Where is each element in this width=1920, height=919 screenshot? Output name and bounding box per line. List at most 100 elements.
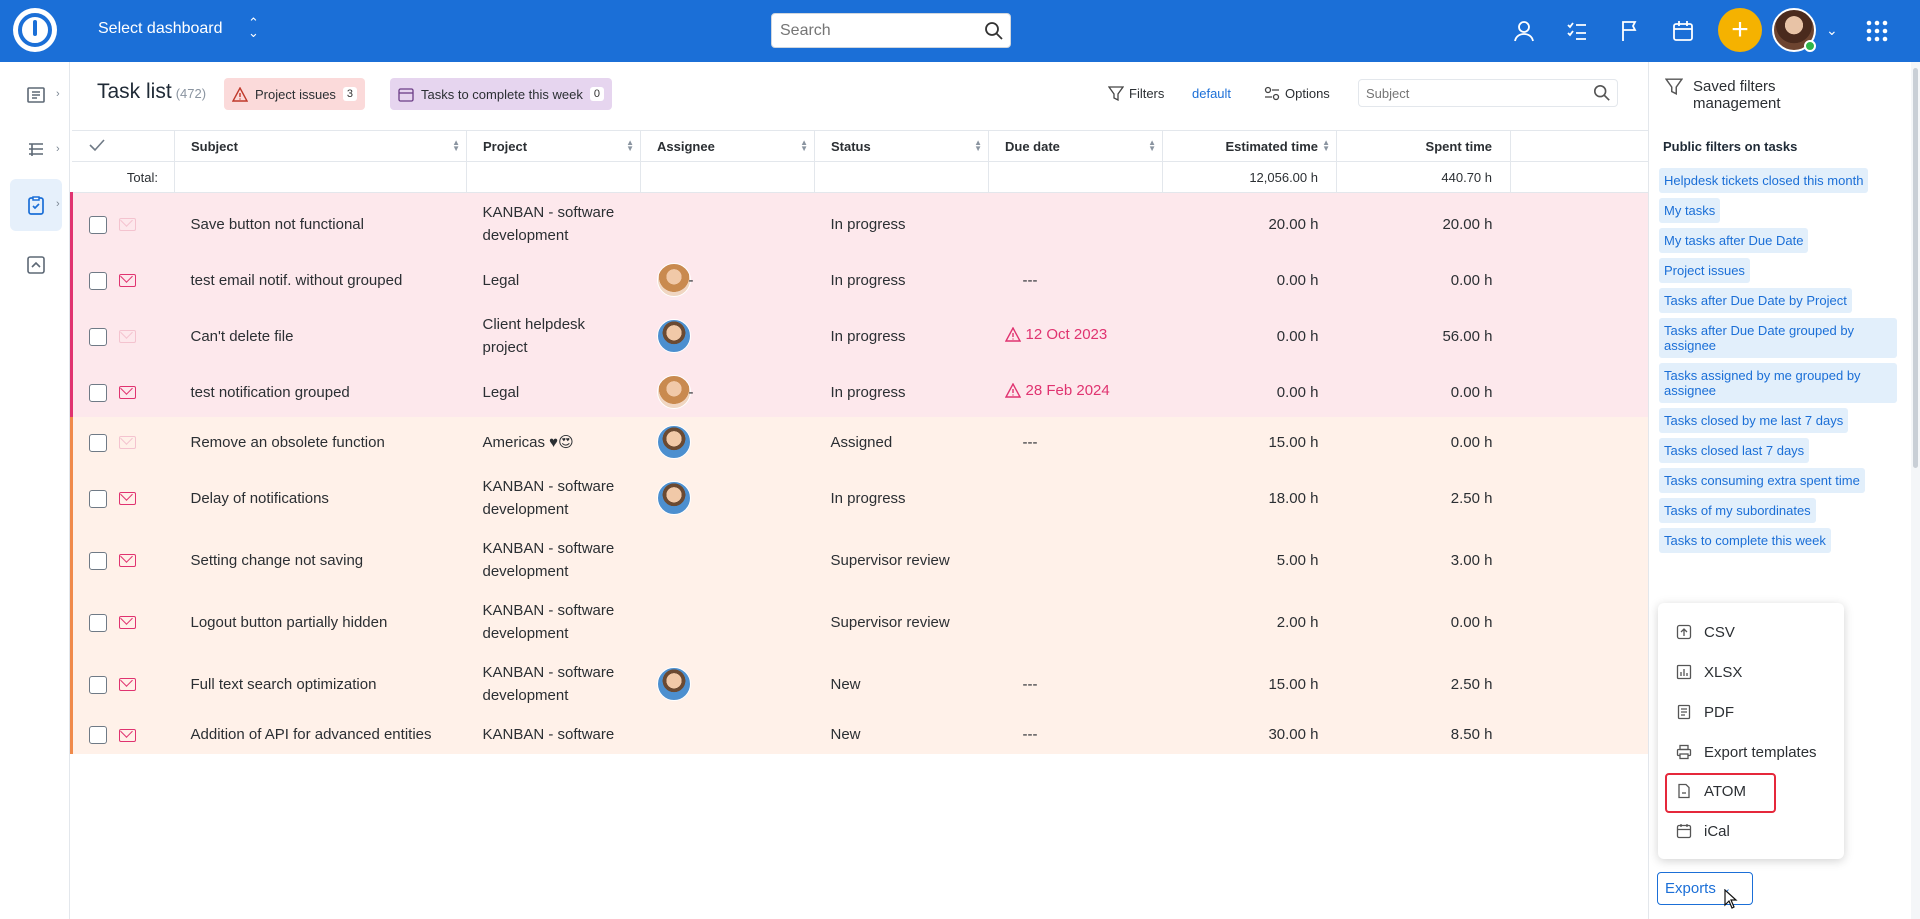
assignee-avatar[interactable] bbox=[656, 263, 691, 297]
status-cell[interactable]: In progress bbox=[830, 383, 906, 401]
user-avatar[interactable] bbox=[1772, 8, 1816, 52]
export-pdf[interactable]: PDF bbox=[1676, 698, 1734, 726]
subject-search-input[interactable] bbox=[1359, 80, 1579, 106]
rail-dashboard[interactable] bbox=[10, 69, 62, 121]
project-cell[interactable]: Legal bbox=[482, 383, 520, 401]
row-checkbox[interactable] bbox=[89, 613, 107, 632]
project-cell[interactable]: Americas ♥😍 bbox=[482, 433, 574, 451]
subject-cell[interactable]: Can't delete file bbox=[190, 327, 294, 345]
subject-cell[interactable]: test notification grouped bbox=[190, 383, 350, 401]
assignee-avatar[interactable] bbox=[656, 481, 691, 515]
mail-icon[interactable] bbox=[119, 492, 136, 506]
table-row[interactable]: Setting change not saving KANBAN - softwa… bbox=[70, 529, 1648, 591]
table-row[interactable]: Remove an obsolete function Americas ♥😍 As… bbox=[70, 417, 1648, 467]
subject-cell[interactable]: Save button not functional bbox=[190, 215, 364, 233]
saved-filter-link[interactable]: Tasks to complete this week bbox=[1659, 528, 1831, 553]
app-logo[interactable] bbox=[13, 8, 57, 52]
project-cell[interactable]: KANBAN - software development bbox=[482, 664, 615, 704]
project-cell[interactable]: KANBAN - software development bbox=[482, 540, 615, 580]
options-button[interactable]: Options bbox=[1264, 86, 1330, 101]
saved-filter-link[interactable]: My tasks bbox=[1659, 198, 1721, 223]
mail-icon[interactable] bbox=[119, 554, 136, 568]
table-row[interactable]: test notification grouped Legal - In progre… bbox=[70, 367, 1648, 417]
saved-filter-link[interactable]: Tasks of my subordinates bbox=[1659, 498, 1816, 523]
saved-filter-link[interactable]: Tasks closed by me last 7 days bbox=[1659, 408, 1849, 433]
updown-chevron-icon[interactable]: ⌃ ⌄ bbox=[248, 15, 259, 40]
export-ical[interactable]: iCal bbox=[1676, 817, 1730, 845]
exports-button[interactable]: Exports ⌄ bbox=[1657, 872, 1753, 905]
table-row[interactable]: Save button not functional KANBAN - softw… bbox=[70, 192, 1648, 255]
status-cell[interactable]: In progress bbox=[830, 271, 906, 289]
saved-filter-link[interactable]: Tasks after Due Date by Project bbox=[1659, 288, 1852, 313]
search-icon[interactable] bbox=[984, 21, 1004, 41]
select-dashboard-button[interactable]: Select dashboard bbox=[98, 20, 223, 37]
row-checkbox[interactable] bbox=[89, 675, 107, 694]
subject-cell[interactable]: Full text search optimization bbox=[190, 675, 377, 693]
status-cell[interactable]: In progress bbox=[830, 215, 906, 233]
chevron-right-icon[interactable]: › bbox=[56, 143, 60, 155]
vertical-scrollbar[interactable] bbox=[1911, 62, 1920, 919]
subject-cell[interactable]: Addition of API for advanced entities bbox=[190, 726, 432, 743]
mail-icon[interactable] bbox=[119, 616, 136, 630]
table-row[interactable]: Full text search optimization KANBAN - so… bbox=[70, 653, 1648, 715]
assignee-avatar[interactable] bbox=[656, 425, 691, 459]
search-icon[interactable] bbox=[1593, 84, 1611, 102]
status-cell[interactable]: In progress bbox=[830, 489, 906, 507]
assignee-avatar[interactable] bbox=[656, 667, 691, 701]
sort-icon[interactable]: ▲ ▼ bbox=[800, 138, 808, 153]
row-checkbox[interactable] bbox=[89, 489, 107, 508]
table-row[interactable]: Can't delete file Client helpdesk project… bbox=[70, 305, 1648, 367]
saved-filter-link[interactable]: My tasks after Due Date bbox=[1659, 228, 1809, 253]
scrollbar-thumb[interactable] bbox=[1913, 68, 1918, 468]
mail-icon[interactable] bbox=[119, 274, 136, 288]
chevron-right-icon[interactable]: › bbox=[56, 88, 60, 100]
saved-filter-link[interactable]: Tasks after Due Date grouped by assignee bbox=[1659, 318, 1897, 358]
rail-collapse-panel[interactable] bbox=[10, 239, 62, 291]
select-all-header[interactable] bbox=[71, 130, 175, 162]
assignee-avatar[interactable] bbox=[656, 375, 691, 409]
saved-filter-link[interactable]: Tasks consuming extra spent time bbox=[1659, 468, 1865, 493]
column-header-spent-time[interactable]: Spent time bbox=[1336, 130, 1511, 162]
mail-icon[interactable] bbox=[119, 728, 136, 742]
global-search[interactable] bbox=[771, 13, 1011, 48]
tasks-this-week-filter[interactable]: Tasks to complete this week 0 bbox=[390, 78, 612, 110]
row-checkbox[interactable] bbox=[89, 327, 107, 346]
row-checkbox[interactable] bbox=[89, 215, 107, 234]
table-row[interactable]: Logout button partially hidden KANBAN - s… bbox=[70, 591, 1648, 653]
row-checkbox[interactable] bbox=[89, 271, 107, 290]
rail-tasks[interactable] bbox=[10, 179, 62, 231]
column-header-estimated-time[interactable]: Estimated time ▲ ▼ bbox=[1162, 130, 1337, 162]
status-cell[interactable]: Assigned bbox=[830, 433, 893, 451]
project-cell[interactable]: KANBAN - software development bbox=[482, 478, 615, 518]
row-checkbox[interactable] bbox=[89, 383, 107, 402]
apps-grid-icon[interactable] bbox=[1862, 16, 1892, 46]
default-query-link[interactable]: default bbox=[1192, 86, 1232, 101]
sort-icon[interactable]: ▲ ▼ bbox=[974, 138, 982, 153]
subject-cell[interactable]: Remove an obsolete function bbox=[190, 433, 385, 451]
status-cell[interactable]: Supervisor review bbox=[830, 613, 950, 631]
column-header-subject[interactable]: Subject ▲ ▼ bbox=[174, 130, 467, 162]
subject-filter[interactable] bbox=[1358, 79, 1618, 107]
project-cell[interactable]: KANBAN - software bbox=[482, 726, 615, 743]
table-row[interactable]: Addition of API for advanced entities KAN… bbox=[70, 715, 1648, 754]
subject-cell[interactable]: Delay of notifications bbox=[190, 489, 329, 507]
saved-filter-link[interactable]: Project issues bbox=[1659, 258, 1750, 283]
check-icon[interactable] bbox=[88, 138, 106, 152]
status-cell[interactable]: Supervisor review bbox=[830, 551, 950, 569]
project-issues-filter[interactable]: Project issues 3 bbox=[224, 78, 366, 110]
filters-button[interactable]: Filters bbox=[1108, 86, 1164, 101]
chevron-right-icon[interactable]: › bbox=[56, 198, 60, 210]
sort-icon[interactable]: ▲ ▼ bbox=[1322, 138, 1330, 153]
sort-icon[interactable]: ▲ ▼ bbox=[626, 138, 634, 153]
saved-filter-link[interactable]: Helpdesk tickets closed this month bbox=[1659, 168, 1869, 193]
row-checkbox[interactable] bbox=[89, 433, 107, 452]
chevron-down-icon[interactable]: ⌄ bbox=[1826, 22, 1838, 38]
saved-filter-link[interactable]: Tasks closed last 7 days bbox=[1659, 438, 1810, 463]
mail-icon[interactable] bbox=[119, 218, 136, 232]
mail-icon[interactable] bbox=[119, 386, 136, 400]
assignee-avatar[interactable] bbox=[656, 319, 691, 353]
column-header-due-date[interactable]: Due date ▲ ▼ bbox=[988, 130, 1163, 162]
status-cell[interactable]: New bbox=[830, 726, 861, 743]
row-checkbox[interactable] bbox=[89, 726, 107, 745]
row-checkbox[interactable] bbox=[89, 551, 107, 570]
